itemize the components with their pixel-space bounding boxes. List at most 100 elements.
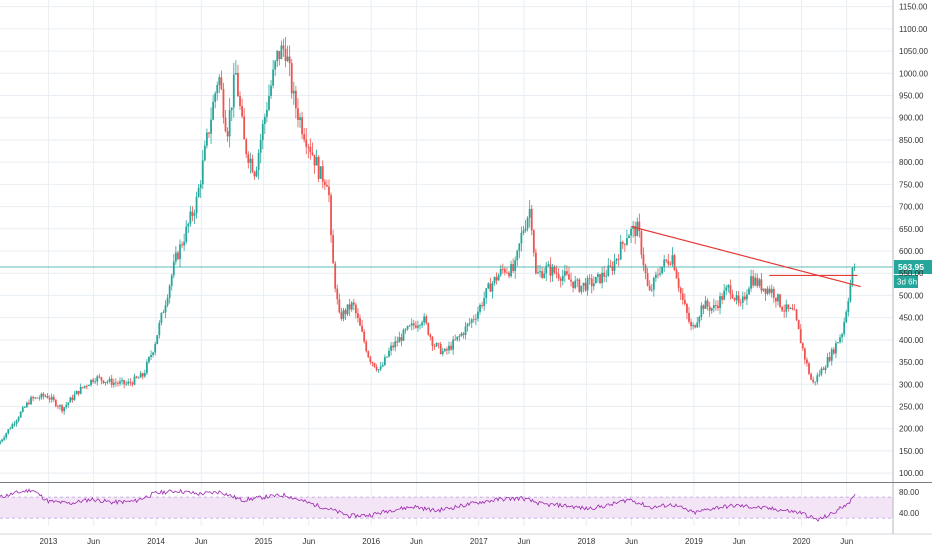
candle-up: [280, 45, 283, 59]
candle-up: [814, 381, 817, 383]
candle-up: [1, 439, 3, 442]
candle-up: [257, 152, 260, 171]
candle-up: [63, 407, 66, 412]
candle-down: [783, 310, 786, 312]
candle-up: [255, 170, 258, 177]
candle-up: [582, 282, 585, 286]
candle-down: [247, 154, 250, 163]
candle-up: [843, 322, 846, 335]
candle-up: [837, 342, 839, 344]
candle-down: [640, 231, 643, 255]
candle-up: [710, 308, 713, 311]
candle-up: [663, 259, 666, 267]
price-tick-label: 150.00: [899, 447, 924, 456]
candle-up: [826, 356, 829, 368]
candle-down: [129, 381, 132, 383]
candle-down: [570, 279, 572, 282]
candle-up: [816, 375, 819, 382]
candle-down: [92, 379, 95, 382]
candle-up: [474, 318, 477, 320]
candle-up: [483, 298, 486, 306]
price-tick-label: 100.00: [899, 469, 924, 478]
candle-down: [326, 184, 328, 187]
candle-up: [491, 283, 494, 292]
candle-up: [748, 288, 750, 295]
candle-down: [694, 325, 697, 328]
candle-down: [721, 296, 723, 300]
candle-down: [330, 195, 332, 236]
candle-down: [793, 309, 796, 311]
price-tick-label: 750.00: [899, 180, 924, 189]
rsi-line: [0, 488, 856, 522]
candle-up: [212, 101, 215, 120]
candle-down: [220, 77, 223, 90]
candle-down: [803, 348, 806, 360]
candle-down: [621, 241, 624, 244]
candle-down: [506, 272, 508, 274]
candle-down: [278, 51, 281, 59]
candle-up: [292, 90, 295, 94]
candle-down: [344, 310, 347, 315]
candle-down: [439, 344, 442, 354]
candle-up: [524, 228, 527, 231]
candle-down: [371, 361, 374, 364]
candle-down: [36, 397, 39, 399]
candle-up: [712, 305, 715, 309]
candle-down: [739, 302, 742, 304]
candle-up: [551, 266, 554, 276]
candle-up: [466, 323, 469, 327]
candle-up: [249, 158, 252, 163]
candle-up: [458, 335, 461, 337]
trendline: [631, 225, 861, 288]
candle-down: [373, 363, 376, 367]
candle-up: [156, 335, 159, 345]
candle-up: [268, 95, 270, 110]
countdown-label: 3d 6h: [897, 278, 917, 287]
candle-up: [435, 343, 438, 347]
candle-up: [146, 362, 148, 374]
candle-up: [719, 296, 721, 309]
candle-down: [648, 285, 651, 291]
candle-down: [822, 368, 825, 370]
candle-up: [125, 383, 128, 385]
candle-up: [299, 117, 301, 120]
candle-down: [361, 325, 363, 332]
candle-down: [714, 305, 717, 306]
candle-up: [94, 381, 97, 383]
candle-down: [669, 264, 672, 266]
candle-down: [48, 398, 51, 400]
candle-up: [73, 394, 76, 401]
candle-down: [679, 287, 682, 294]
candle-up: [723, 290, 726, 300]
candle-down: [224, 117, 227, 132]
candle-down: [400, 337, 403, 341]
candle-up: [520, 232, 523, 244]
candle-up: [845, 311, 848, 323]
candle-up: [766, 288, 769, 294]
candle-up: [394, 341, 397, 348]
candle-down: [396, 341, 399, 343]
candle-down: [731, 294, 734, 299]
candle-down: [46, 395, 49, 399]
candle-down: [57, 406, 59, 407]
candle-up: [183, 241, 186, 246]
candle-down: [239, 96, 241, 106]
candle-down: [779, 294, 781, 307]
candle-up: [9, 428, 12, 430]
price-tick-label: 550.00: [899, 269, 924, 278]
candle-down: [638, 221, 641, 232]
candle-up: [770, 288, 773, 293]
candle-up: [408, 325, 411, 327]
candle-down: [708, 306, 711, 311]
candle-up: [179, 244, 181, 260]
candle-up: [576, 279, 579, 281]
candle-up: [390, 345, 392, 351]
candle-up: [315, 157, 318, 166]
candle-down: [584, 282, 587, 291]
candle-down: [450, 345, 452, 350]
candle-up: [193, 213, 196, 216]
candle-up: [197, 188, 200, 197]
candle-down: [799, 329, 802, 344]
